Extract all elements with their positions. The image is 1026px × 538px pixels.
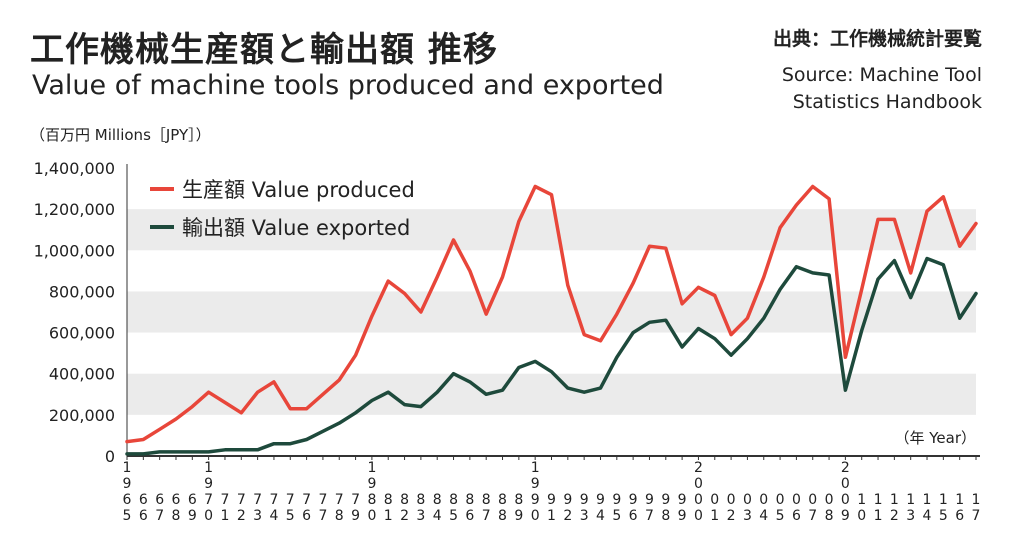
chart-subtitle: Value of machine tools produced and expo…	[32, 70, 664, 101]
y-axis: 0 200,000 400,000 600,000 800,000 1,000,000 1,…	[34, 159, 128, 466]
legend-label-produced: 生産額 Value produced	[182, 178, 415, 202]
source-japanese: 出典：工作機械統計要覧	[772, 28, 982, 50]
source-english-line1: Source: Machine Tool	[781, 64, 982, 86]
legend: 生産額 Value produced 輸出額 Value exported	[150, 178, 415, 240]
series-line-exported	[125, 256, 978, 456]
y-tick-label: 1,400,000	[34, 159, 115, 178]
y-tick-label: 1,200,000	[34, 200, 115, 219]
grid-band	[127, 291, 976, 333]
x-axis: 1 9 6 5 6 66 76 86 9 1 9 7 0 7 17 27 37 47 57 67 77 87 9 1 9 8 0 8 1…	[123, 455, 981, 524]
series-line-produced	[125, 184, 978, 444]
y-tick-label: 0	[105, 447, 115, 466]
grid-band	[127, 373, 976, 415]
chart-title: 工作機械生産額と輸出額 推移	[30, 30, 498, 70]
y-tick-label: 800,000	[49, 282, 115, 301]
source-english-line2: Statistics Handbook	[792, 91, 982, 113]
legend-label-exported: 輸出額 Value exported	[182, 216, 410, 240]
y-tick-label: 400,000	[49, 365, 115, 384]
x-axis-label: （年 Year）	[894, 429, 976, 447]
y-tick-label: 1,000,000	[34, 241, 115, 260]
y-tick-label: 600,000	[49, 324, 115, 343]
source-english: Source: Machine Tool Statistics Handbook	[782, 62, 982, 116]
series-lines	[125, 184, 978, 456]
y-tick-label: 200,000	[49, 406, 115, 425]
y-axis-unit-label: （百万円 Millions［JPY］）	[30, 126, 211, 144]
